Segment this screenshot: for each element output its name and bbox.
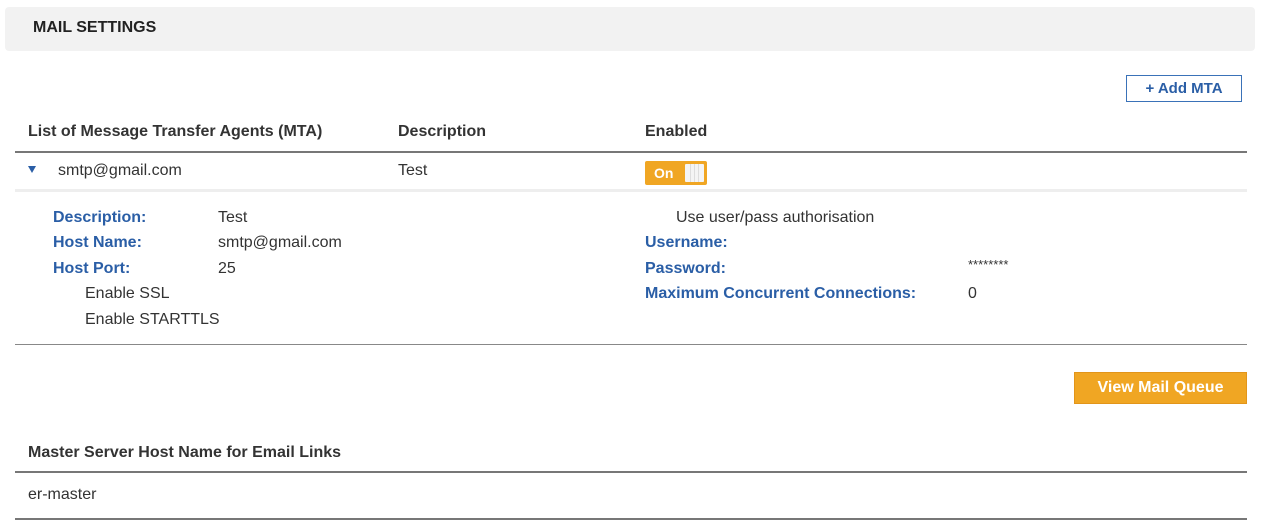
auth-option: Use user/pass authorisation xyxy=(676,209,875,226)
mta-description: Test xyxy=(398,162,428,179)
master-host-value: er-master xyxy=(28,486,97,503)
divider xyxy=(15,151,1247,153)
column-header-mta: List of Message Transfer Agents (MTA) xyxy=(28,123,323,140)
caret-down-icon[interactable] xyxy=(28,166,36,173)
toggle-knob xyxy=(685,164,704,182)
page-header xyxy=(5,7,1255,51)
column-header-description: Description xyxy=(398,123,487,140)
enable-ssl-option: Enable SSL xyxy=(85,285,170,302)
add-mta-button[interactable]: + Add MTA xyxy=(1126,75,1242,102)
divider xyxy=(15,518,1247,520)
mta-name[interactable]: smtp@gmail.com xyxy=(58,162,182,179)
divider xyxy=(15,189,1247,192)
password-value: ******** xyxy=(968,257,1009,272)
description-label: Description: xyxy=(53,209,147,226)
host-name-label: Host Name: xyxy=(53,234,142,251)
toggle-label: On xyxy=(654,165,674,181)
host-port-label: Host Port: xyxy=(53,260,131,277)
host-port-value: 25 xyxy=(218,260,236,277)
password-label: Password: xyxy=(645,260,726,277)
divider xyxy=(15,344,1247,345)
master-host-heading: Master Server Host Name for Email Links xyxy=(28,444,342,461)
max-connections-value: 0 xyxy=(968,285,977,302)
username-label: Username: xyxy=(645,234,728,251)
enable-starttls-option: Enable STARTTLS xyxy=(85,311,220,328)
column-header-enabled: Enabled xyxy=(645,123,708,140)
divider xyxy=(15,471,1247,473)
enabled-toggle[interactable]: On xyxy=(645,161,707,185)
page-title: MAIL SETTINGS xyxy=(33,19,157,36)
view-mail-queue-button[interactable]: View Mail Queue xyxy=(1074,372,1247,404)
max-connections-label: Maximum Concurrent Connections: xyxy=(645,285,917,302)
host-name-value: smtp@gmail.com xyxy=(218,234,342,251)
description-value: Test xyxy=(218,209,248,226)
